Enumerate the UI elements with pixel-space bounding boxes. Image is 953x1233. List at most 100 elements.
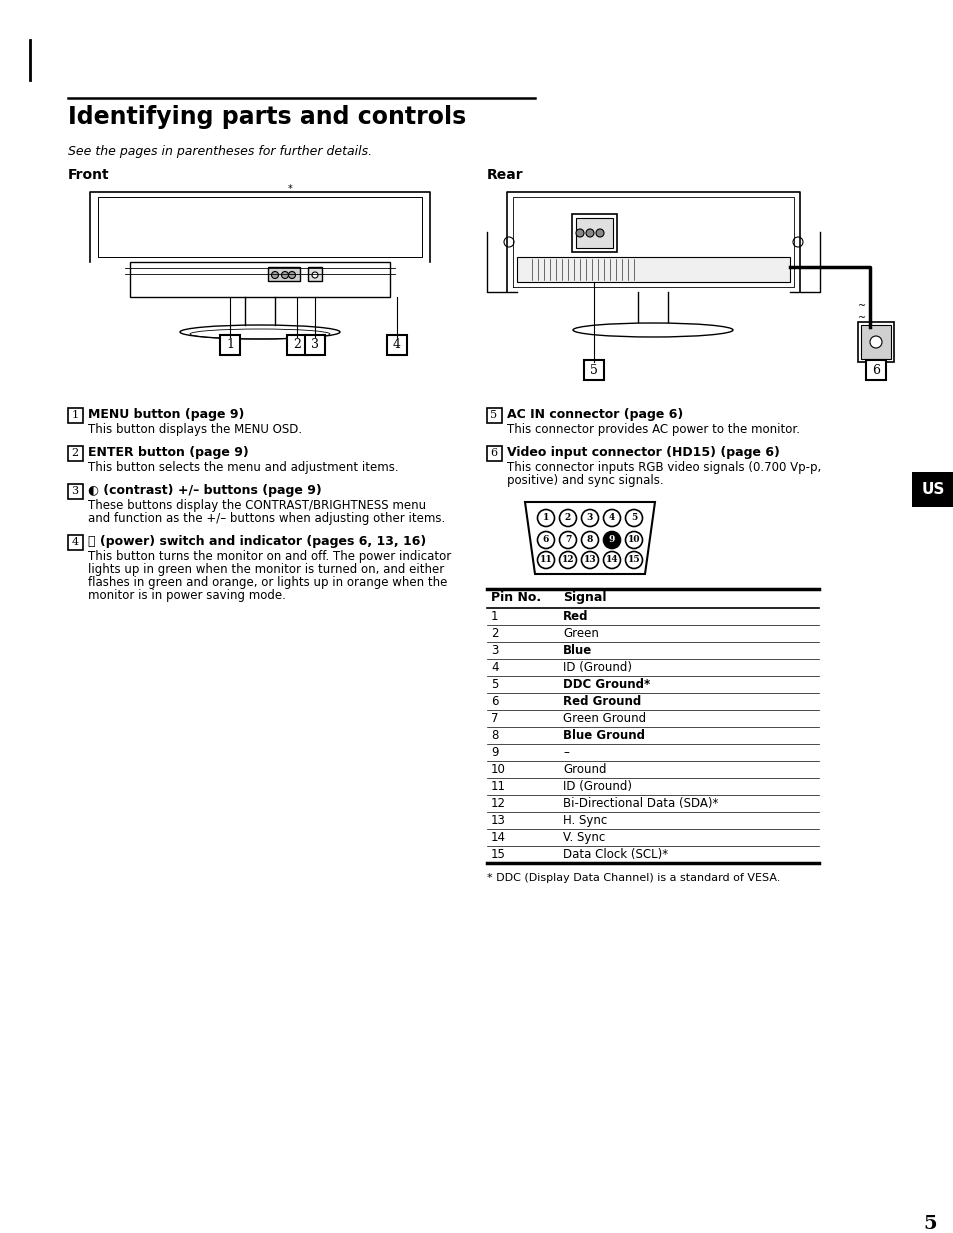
Circle shape	[625, 551, 641, 568]
Bar	[583, 360, 603, 380]
Text: 1: 1	[542, 513, 549, 523]
Text: Rear: Rear	[486, 168, 523, 182]
Polygon shape	[524, 502, 655, 575]
Text: 3: 3	[71, 486, 78, 496]
Text: H. Sync: H. Sync	[562, 814, 607, 827]
Text: MENU button (page 9): MENU button (page 9)	[88, 408, 244, 420]
Text: 4: 4	[491, 661, 498, 674]
Text: ENTER button (page 9): ENTER button (page 9)	[88, 446, 249, 459]
Bar	[857, 322, 893, 363]
Bar	[68, 535, 83, 550]
Text: Ground: Ground	[562, 763, 606, 776]
Text: flashes in green and orange, or lights up in orange when the: flashes in green and orange, or lights u…	[88, 576, 447, 589]
Text: ⏻ (power) switch and indicator (pages 6, 13, 16): ⏻ (power) switch and indicator (pages 6,…	[88, 535, 426, 547]
Bar	[861, 326, 890, 359]
Text: 5: 5	[590, 364, 598, 376]
Circle shape	[558, 551, 576, 568]
Text: 12: 12	[561, 556, 574, 565]
Circle shape	[625, 509, 641, 526]
Text: 5: 5	[923, 1215, 936, 1233]
Text: monitor is in power saving mode.: monitor is in power saving mode.	[88, 589, 286, 602]
Text: 8: 8	[491, 729, 497, 742]
Text: 3: 3	[491, 644, 497, 657]
Text: 6: 6	[542, 535, 549, 545]
Text: ID (Ground): ID (Ground)	[562, 661, 631, 674]
Text: 15: 15	[491, 848, 505, 861]
Text: 7: 7	[491, 711, 498, 725]
Circle shape	[625, 531, 641, 549]
Circle shape	[581, 551, 598, 568]
Circle shape	[596, 229, 603, 237]
Circle shape	[603, 551, 619, 568]
Text: Green: Green	[562, 628, 598, 640]
Text: 4: 4	[608, 513, 615, 523]
Text: Pin No.: Pin No.	[491, 591, 540, 604]
Circle shape	[503, 237, 514, 247]
Text: 10: 10	[491, 763, 505, 776]
Text: Red Ground: Red Ground	[562, 695, 640, 708]
Circle shape	[585, 229, 594, 237]
Circle shape	[558, 531, 576, 549]
Text: 6: 6	[490, 448, 497, 457]
Text: 11: 11	[491, 780, 505, 793]
Bar	[68, 408, 83, 423]
Text: 5: 5	[491, 678, 497, 690]
Bar	[486, 408, 501, 423]
Circle shape	[537, 509, 554, 526]
Text: 6: 6	[871, 364, 879, 376]
Circle shape	[869, 337, 882, 348]
Text: ◐ (contrast) +/– buttons (page 9): ◐ (contrast) +/– buttons (page 9)	[88, 485, 321, 497]
Bar	[308, 268, 322, 281]
Bar	[387, 335, 407, 355]
Bar	[68, 446, 83, 461]
Bar	[220, 335, 240, 355]
Text: These buttons display the CONTRAST/BRIGHTNESS menu: These buttons display the CONTRAST/BRIGH…	[88, 499, 426, 512]
Circle shape	[537, 531, 554, 549]
Text: and function as the +/– buttons when adjusting other items.: and function as the +/– buttons when adj…	[88, 512, 445, 525]
Text: 8: 8	[586, 535, 593, 545]
Text: Data Clock (SCL)*: Data Clock (SCL)*	[562, 848, 667, 861]
Circle shape	[288, 271, 295, 279]
Text: 14: 14	[491, 831, 505, 845]
Bar	[287, 335, 307, 355]
Text: 1: 1	[226, 339, 233, 351]
Text: 6: 6	[491, 695, 498, 708]
Text: 1: 1	[491, 610, 498, 623]
Circle shape	[281, 271, 288, 279]
Text: V. Sync: V. Sync	[562, 831, 604, 845]
Bar	[911, 472, 953, 507]
Text: AC IN connector (page 6): AC IN connector (page 6)	[506, 408, 682, 420]
Bar	[486, 446, 501, 461]
Text: 2: 2	[564, 513, 571, 523]
Text: Identifying parts and controls: Identifying parts and controls	[68, 105, 466, 129]
Text: Video input connector (HD15) (page 6): Video input connector (HD15) (page 6)	[506, 446, 779, 459]
Circle shape	[272, 271, 278, 279]
Text: 7: 7	[564, 535, 571, 545]
Text: 11: 11	[539, 556, 552, 565]
Text: 9: 9	[608, 535, 615, 545]
Circle shape	[537, 551, 554, 568]
Text: 13: 13	[583, 556, 596, 565]
Text: 4: 4	[71, 538, 78, 547]
Text: 15: 15	[627, 556, 639, 565]
Text: 14: 14	[605, 556, 618, 565]
Bar	[865, 360, 885, 380]
Text: 9: 9	[491, 746, 498, 760]
Text: Blue: Blue	[562, 644, 592, 657]
Text: Green Ground: Green Ground	[562, 711, 645, 725]
Circle shape	[581, 531, 598, 549]
Text: * DDC (Display Data Channel) is a standard of VESA.: * DDC (Display Data Channel) is a standa…	[486, 873, 780, 883]
Bar	[68, 485, 83, 499]
Circle shape	[576, 229, 583, 237]
Text: ~
~: ~ ~	[857, 301, 865, 323]
Text: ID (Ground): ID (Ground)	[562, 780, 631, 793]
Circle shape	[792, 237, 802, 247]
Bar	[268, 268, 299, 281]
Text: 1: 1	[71, 411, 78, 420]
Text: 3: 3	[586, 513, 593, 523]
Text: This button turns the monitor on and off. The power indicator: This button turns the monitor on and off…	[88, 550, 451, 563]
Text: positive) and sync signals.: positive) and sync signals.	[506, 473, 663, 487]
Text: See the pages in parentheses for further details.: See the pages in parentheses for further…	[68, 145, 372, 158]
Circle shape	[581, 509, 598, 526]
Text: lights up in green when the monitor is turned on, and either: lights up in green when the monitor is t…	[88, 563, 444, 576]
